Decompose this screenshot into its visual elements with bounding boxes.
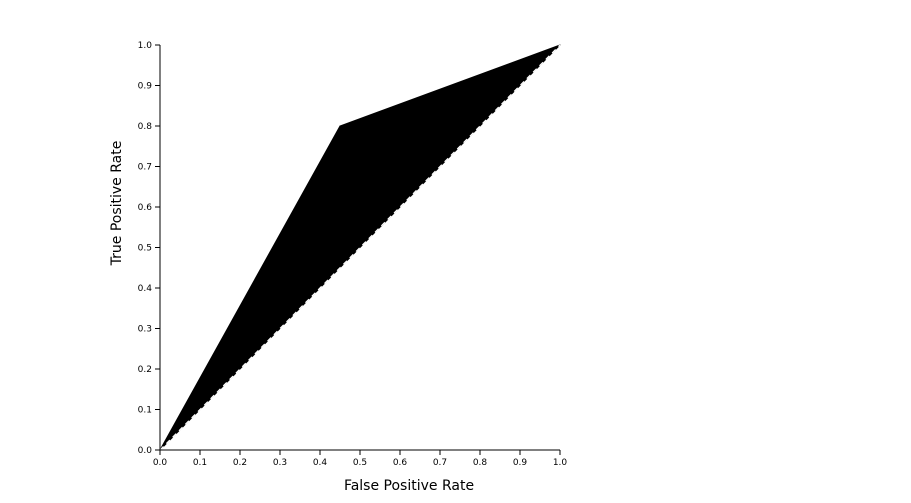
- x-axis-title: False Positive Rate: [344, 478, 474, 494]
- x-tick-label: 0.1: [193, 458, 207, 468]
- y-tick-label: 1.0: [138, 41, 153, 51]
- plot-area: [159, 44, 561, 451]
- y-tick-label: 0.6: [138, 203, 153, 213]
- roc-point: [339, 125, 341, 127]
- y-tick-label: 0.4: [138, 284, 153, 294]
- x-tick-label: 0.3: [273, 458, 287, 468]
- y-tick-label: 0.2: [138, 365, 152, 375]
- x-tick-label: 1.0: [553, 458, 568, 468]
- x-tick-label: 0.6: [393, 458, 408, 468]
- y-tick-label: 0.1: [138, 406, 152, 416]
- x-axis: 0.0 0.1 0.2 0.3 0.4 0.5 0.6 0.7 0.8 0.9 1.0: [153, 449, 568, 468]
- y-tick-label: 0.0: [138, 446, 153, 456]
- y-axis-title: True Positive Rate: [109, 141, 125, 267]
- x-tick-label: 0.7: [433, 458, 447, 468]
- y-tick-label: 0.7: [138, 163, 152, 173]
- x-tick-label: 0.9: [513, 458, 528, 468]
- x-tick-label: 0.8: [473, 458, 488, 468]
- x-tick-label: 0.0: [153, 458, 168, 468]
- x-tick-label: 0.2: [233, 458, 247, 468]
- y-tick-label: 0.5: [138, 244, 152, 254]
- y-tick-label: 0.9: [138, 82, 153, 92]
- y-axis: 0.0 0.1 0.2 0.3 0.4 0.5 0.6 0.7 0.8 0.9 1.0: [138, 41, 161, 456]
- y-tick-label: 0.3: [138, 325, 152, 335]
- baseline-diagonal: [159, 44, 561, 451]
- x-tick-label: 0.4: [313, 458, 328, 468]
- y-tick-label: 0.8: [138, 122, 153, 132]
- x-tick-label: 0.5: [353, 458, 367, 468]
